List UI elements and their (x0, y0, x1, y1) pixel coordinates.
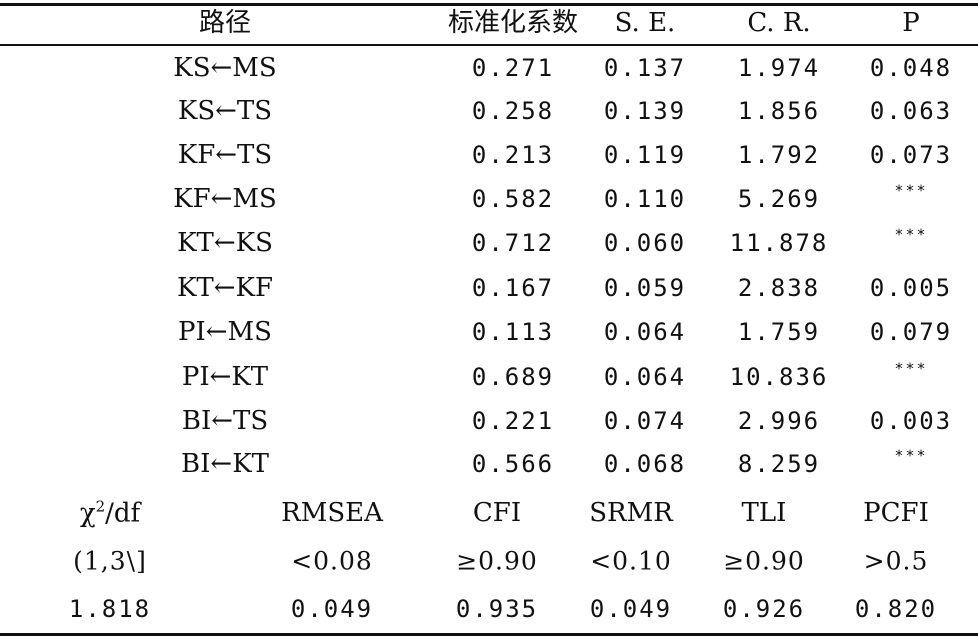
row-coef: 0.271 (471, 54, 555, 82)
row-p-significance: *** (894, 225, 928, 244)
row-coef: 0.258 (471, 97, 555, 125)
row-p: 0.003 (869, 407, 953, 435)
fit-criterion-cfi: ≥0.90 (456, 546, 538, 576)
row-p-significance: *** (894, 181, 928, 200)
fit-value-chi-square-df: 1.818 (68, 595, 152, 623)
fit-criterion-srmr: <0.10 (590, 546, 672, 576)
row-se: 0.137 (603, 54, 687, 82)
row-se: 0.064 (603, 318, 687, 346)
fit-criterion-pcfi: >0.5 (863, 546, 929, 576)
fit-value-tli: 0.926 (722, 595, 806, 623)
row-cr: 1.792 (737, 141, 821, 169)
row-se: 0.060 (603, 229, 687, 257)
row-cr: 1.856 (737, 97, 821, 125)
row-cr: 2.996 (737, 407, 821, 435)
row-coef: 0.221 (471, 407, 555, 435)
fit-criterion-rmsea: <0.08 (291, 546, 373, 576)
row-p: 0.079 (869, 318, 953, 346)
fit-label-chi-square-df: χ2/df (79, 497, 141, 529)
row-path: KT←KS (177, 228, 273, 258)
row-path: KS←MS (173, 53, 277, 83)
row-se: 0.110 (603, 185, 687, 213)
row-coef: 0.689 (471, 363, 555, 391)
row-path: BI←KT (181, 449, 269, 479)
row-p: 0.005 (869, 274, 953, 302)
header-p: P (902, 8, 920, 38)
row-coef: 0.566 (471, 450, 555, 478)
row-path: KF←TS (177, 140, 273, 170)
table-top-rule (0, 3, 978, 6)
row-p-significance: *** (894, 359, 928, 378)
fit-label-tli: TLI (741, 498, 787, 528)
table-header-rule (0, 44, 978, 46)
row-se: 0.064 (603, 363, 687, 391)
row-cr: 8.259 (737, 450, 821, 478)
row-path: PI←KT (181, 362, 269, 392)
row-path: PI←MS (178, 317, 272, 347)
row-se: 0.059 (603, 274, 687, 302)
row-cr: 1.759 (737, 318, 821, 346)
row-cr: 10.836 (729, 363, 829, 391)
fit-label-srmr: SRMR (589, 498, 673, 528)
row-p: 0.048 (869, 54, 953, 82)
fit-value-rmsea: 0.049 (290, 595, 374, 623)
table-bottom-rule (0, 633, 978, 636)
row-p: 0.073 (869, 141, 953, 169)
row-cr: 11.878 (729, 229, 829, 257)
fit-value-srmr: 0.049 (589, 595, 673, 623)
fit-value-cfi: 0.935 (455, 595, 539, 623)
header-cr: C. R. (747, 8, 811, 38)
row-path: KF←MS (173, 184, 277, 214)
fit-label-rmsea: RMSEA (281, 498, 383, 528)
header-path: 路径 (198, 8, 252, 38)
row-se: 0.119 (603, 141, 687, 169)
header-coef: 标准化系数 (447, 8, 579, 38)
row-cr: 2.838 (737, 274, 821, 302)
row-se: 0.074 (603, 407, 687, 435)
row-coef: 0.113 (471, 318, 555, 346)
fit-label-pcfi: PCFI (863, 498, 929, 528)
fit-label-cfi: CFI (472, 498, 522, 528)
row-coef: 0.213 (471, 141, 555, 169)
row-se: 0.068 (603, 450, 687, 478)
row-coef: 0.167 (471, 274, 555, 302)
header-se: S. E. (614, 8, 676, 38)
row-path: KS←TS (177, 96, 273, 126)
fit-value-pcfi: 0.820 (854, 595, 938, 623)
row-cr: 5.269 (737, 185, 821, 213)
row-se: 0.139 (603, 97, 687, 125)
row-cr: 1.974 (737, 54, 821, 82)
row-p-significance: *** (894, 446, 928, 465)
row-path: BI←TS (181, 406, 269, 436)
row-coef: 0.712 (471, 229, 555, 257)
fit-criterion-tli: ≥0.90 (723, 546, 805, 576)
fit-criterion-chi-square-df: (1,3\] (73, 546, 147, 576)
row-coef: 0.582 (471, 185, 555, 213)
row-p: 0.063 (869, 97, 953, 125)
row-path: KT←KF (176, 273, 274, 303)
